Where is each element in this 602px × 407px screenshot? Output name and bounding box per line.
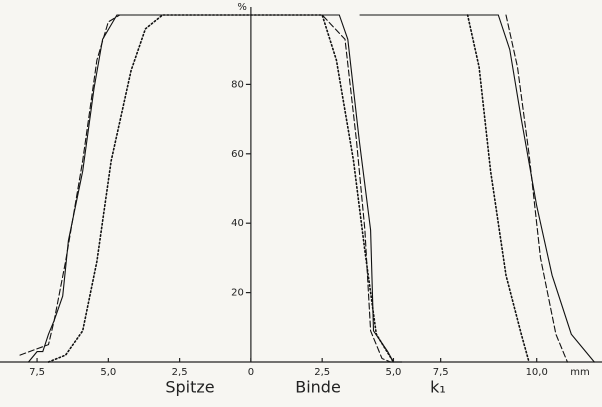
line-series [505,14,568,363]
x-tick-label: 2,5 [172,367,188,378]
x-axis-label: mm [570,367,589,378]
x-tick-label: 7,5 [433,367,449,378]
y-tick-label: 80 [231,79,244,90]
x-tick-label: 2,5 [314,367,330,378]
y-axis-label: % [237,2,247,13]
line-series [359,14,595,363]
x-tick-label: 0 [248,367,254,378]
x-tick-label: 5,0 [385,367,401,378]
x-tick-label: 5,0 [100,367,116,378]
panel-label: k₁ [430,378,446,397]
x-tick-label: 7,5 [29,367,45,378]
y-tick-label: 60 [231,149,244,160]
y-tick-label: 40 [231,218,244,229]
line-series [27,14,394,363]
panel-label: Spitze [165,378,214,397]
line-series [19,14,392,363]
x-tick-label: 10,0 [526,367,548,378]
line-series [466,14,530,363]
y-tick-label: 20 [231,288,244,299]
line-series [47,14,395,363]
panel-label: Binde [295,378,341,397]
